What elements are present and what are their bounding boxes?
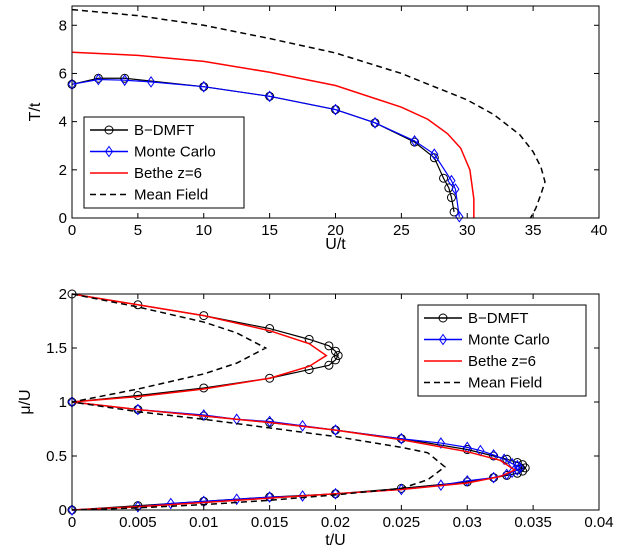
data-point <box>520 463 530 473</box>
data-point <box>463 474 472 487</box>
legend-label: Monte Carlo <box>134 144 216 161</box>
data-point <box>410 135 419 147</box>
data-point <box>133 403 142 416</box>
y-axis-label: μ/U <box>17 389 34 414</box>
legend-label: B−DMFT <box>468 310 528 327</box>
data-point <box>331 487 340 500</box>
data-point <box>331 355 340 365</box>
x-tick-label: 0 <box>68 222 76 239</box>
y-tick-label: 8 <box>59 17 67 34</box>
y-tick-label: 1.5 <box>46 340 67 357</box>
data-point <box>500 453 509 466</box>
x-tick-label: 0.035 <box>514 514 552 531</box>
legend-marker <box>438 333 448 346</box>
y-tick-label: 2 <box>59 286 67 303</box>
x-tick-label: 30 <box>459 222 476 239</box>
data-point <box>513 464 522 476</box>
series-line-3 <box>71 8 546 219</box>
data-point <box>446 193 456 203</box>
data-point <box>120 73 130 83</box>
data-point <box>94 73 103 86</box>
x-tick-label: 10 <box>195 222 212 239</box>
x-tick-label: 20 <box>327 222 344 239</box>
legend-label: Mean Field <box>134 187 208 204</box>
legend-label: Bethe z=6 <box>468 353 536 370</box>
data-point <box>451 183 460 195</box>
data-point <box>265 324 275 334</box>
data-point <box>333 351 343 361</box>
legend-label: Bethe z=6 <box>134 165 202 182</box>
y-tick-label: 4 <box>59 114 67 131</box>
y-axis-label: T/t <box>27 102 44 121</box>
data-point <box>265 90 274 103</box>
data-point <box>455 210 464 223</box>
data-point <box>331 424 340 436</box>
data-point <box>265 415 274 428</box>
legend-marker <box>438 313 448 323</box>
bottom-chart: 0 0.005 0.01 0.015 0.02 0.025 0.03 0.035 0.04 0 0.… <box>17 286 614 549</box>
x-tick-label: 15 <box>261 222 278 239</box>
y-tick-label: 6 <box>59 65 67 82</box>
data-point <box>232 493 241 506</box>
x-tick-label: 0.015 <box>251 514 289 531</box>
data-point <box>436 437 446 449</box>
legend: B−DMFT Monte Carlo Bethe z=6 Mean Field <box>417 304 587 397</box>
data-point <box>489 471 498 484</box>
legend-label: Monte Carlo <box>468 332 550 349</box>
x-axis-label: U/t <box>325 236 346 253</box>
data-point <box>430 148 439 161</box>
data-point <box>370 116 380 129</box>
x-tick-label: 0.025 <box>383 514 421 531</box>
x-tick-label: 5 <box>134 222 142 239</box>
data-point <box>397 432 406 445</box>
y-tick-label: 0 <box>59 502 67 519</box>
series-line-2 <box>71 293 517 511</box>
data-point <box>298 419 307 432</box>
data-point <box>439 173 449 183</box>
y-tick-label: 0.5 <box>46 448 67 465</box>
data-point <box>120 74 129 87</box>
legend: B−DMFT Monte Carlo Bethe z=6 Mean Field <box>83 116 245 209</box>
x-axis-label: t/U <box>325 532 345 549</box>
legend-box <box>83 116 245 209</box>
legend-marker <box>104 125 114 135</box>
data-point <box>331 103 340 116</box>
data-point <box>324 341 334 351</box>
data-point <box>199 409 208 421</box>
data-point <box>67 504 77 516</box>
data-point <box>133 500 142 513</box>
data-point <box>166 497 175 510</box>
data-point <box>265 491 274 503</box>
series-line-3 <box>71 293 447 511</box>
x-tick-label: 35 <box>525 222 542 239</box>
legend-label: B−DMFT <box>134 122 194 139</box>
series-line-2 <box>71 51 475 218</box>
top-chart: 0 5 10 15 20 25 30 35 40 0 2 4 6 8 U/t T/t B−DMFT Monte C… <box>27 5 608 253</box>
x-tick-label: 0.04 <box>584 514 613 531</box>
x-tick-label: 0.005 <box>119 514 157 531</box>
data-point <box>462 445 472 455</box>
data-point <box>298 490 307 502</box>
data-point <box>331 346 340 356</box>
data-point <box>447 174 456 187</box>
x-tick-label: 0.02 <box>321 514 350 531</box>
data-point <box>436 479 446 492</box>
data-point <box>489 449 498 461</box>
x-tick-label: 0.03 <box>453 514 482 531</box>
x-tick-label: 0 <box>68 514 76 531</box>
data-point <box>324 360 334 370</box>
data-point <box>199 80 208 93</box>
x-tick-label: 40 <box>591 222 608 239</box>
y-tick-label: 2 <box>59 162 67 179</box>
y-tick-label: 1 <box>59 394 67 411</box>
data-point <box>146 76 156 88</box>
legend-marker <box>104 145 114 158</box>
series-line-1 <box>71 78 460 217</box>
legend-label: Mean Field <box>468 375 542 392</box>
x-tick-label: 25 <box>393 222 410 239</box>
x-tick-label: 0.01 <box>189 514 218 531</box>
y-tick-label: 0 <box>59 210 67 227</box>
